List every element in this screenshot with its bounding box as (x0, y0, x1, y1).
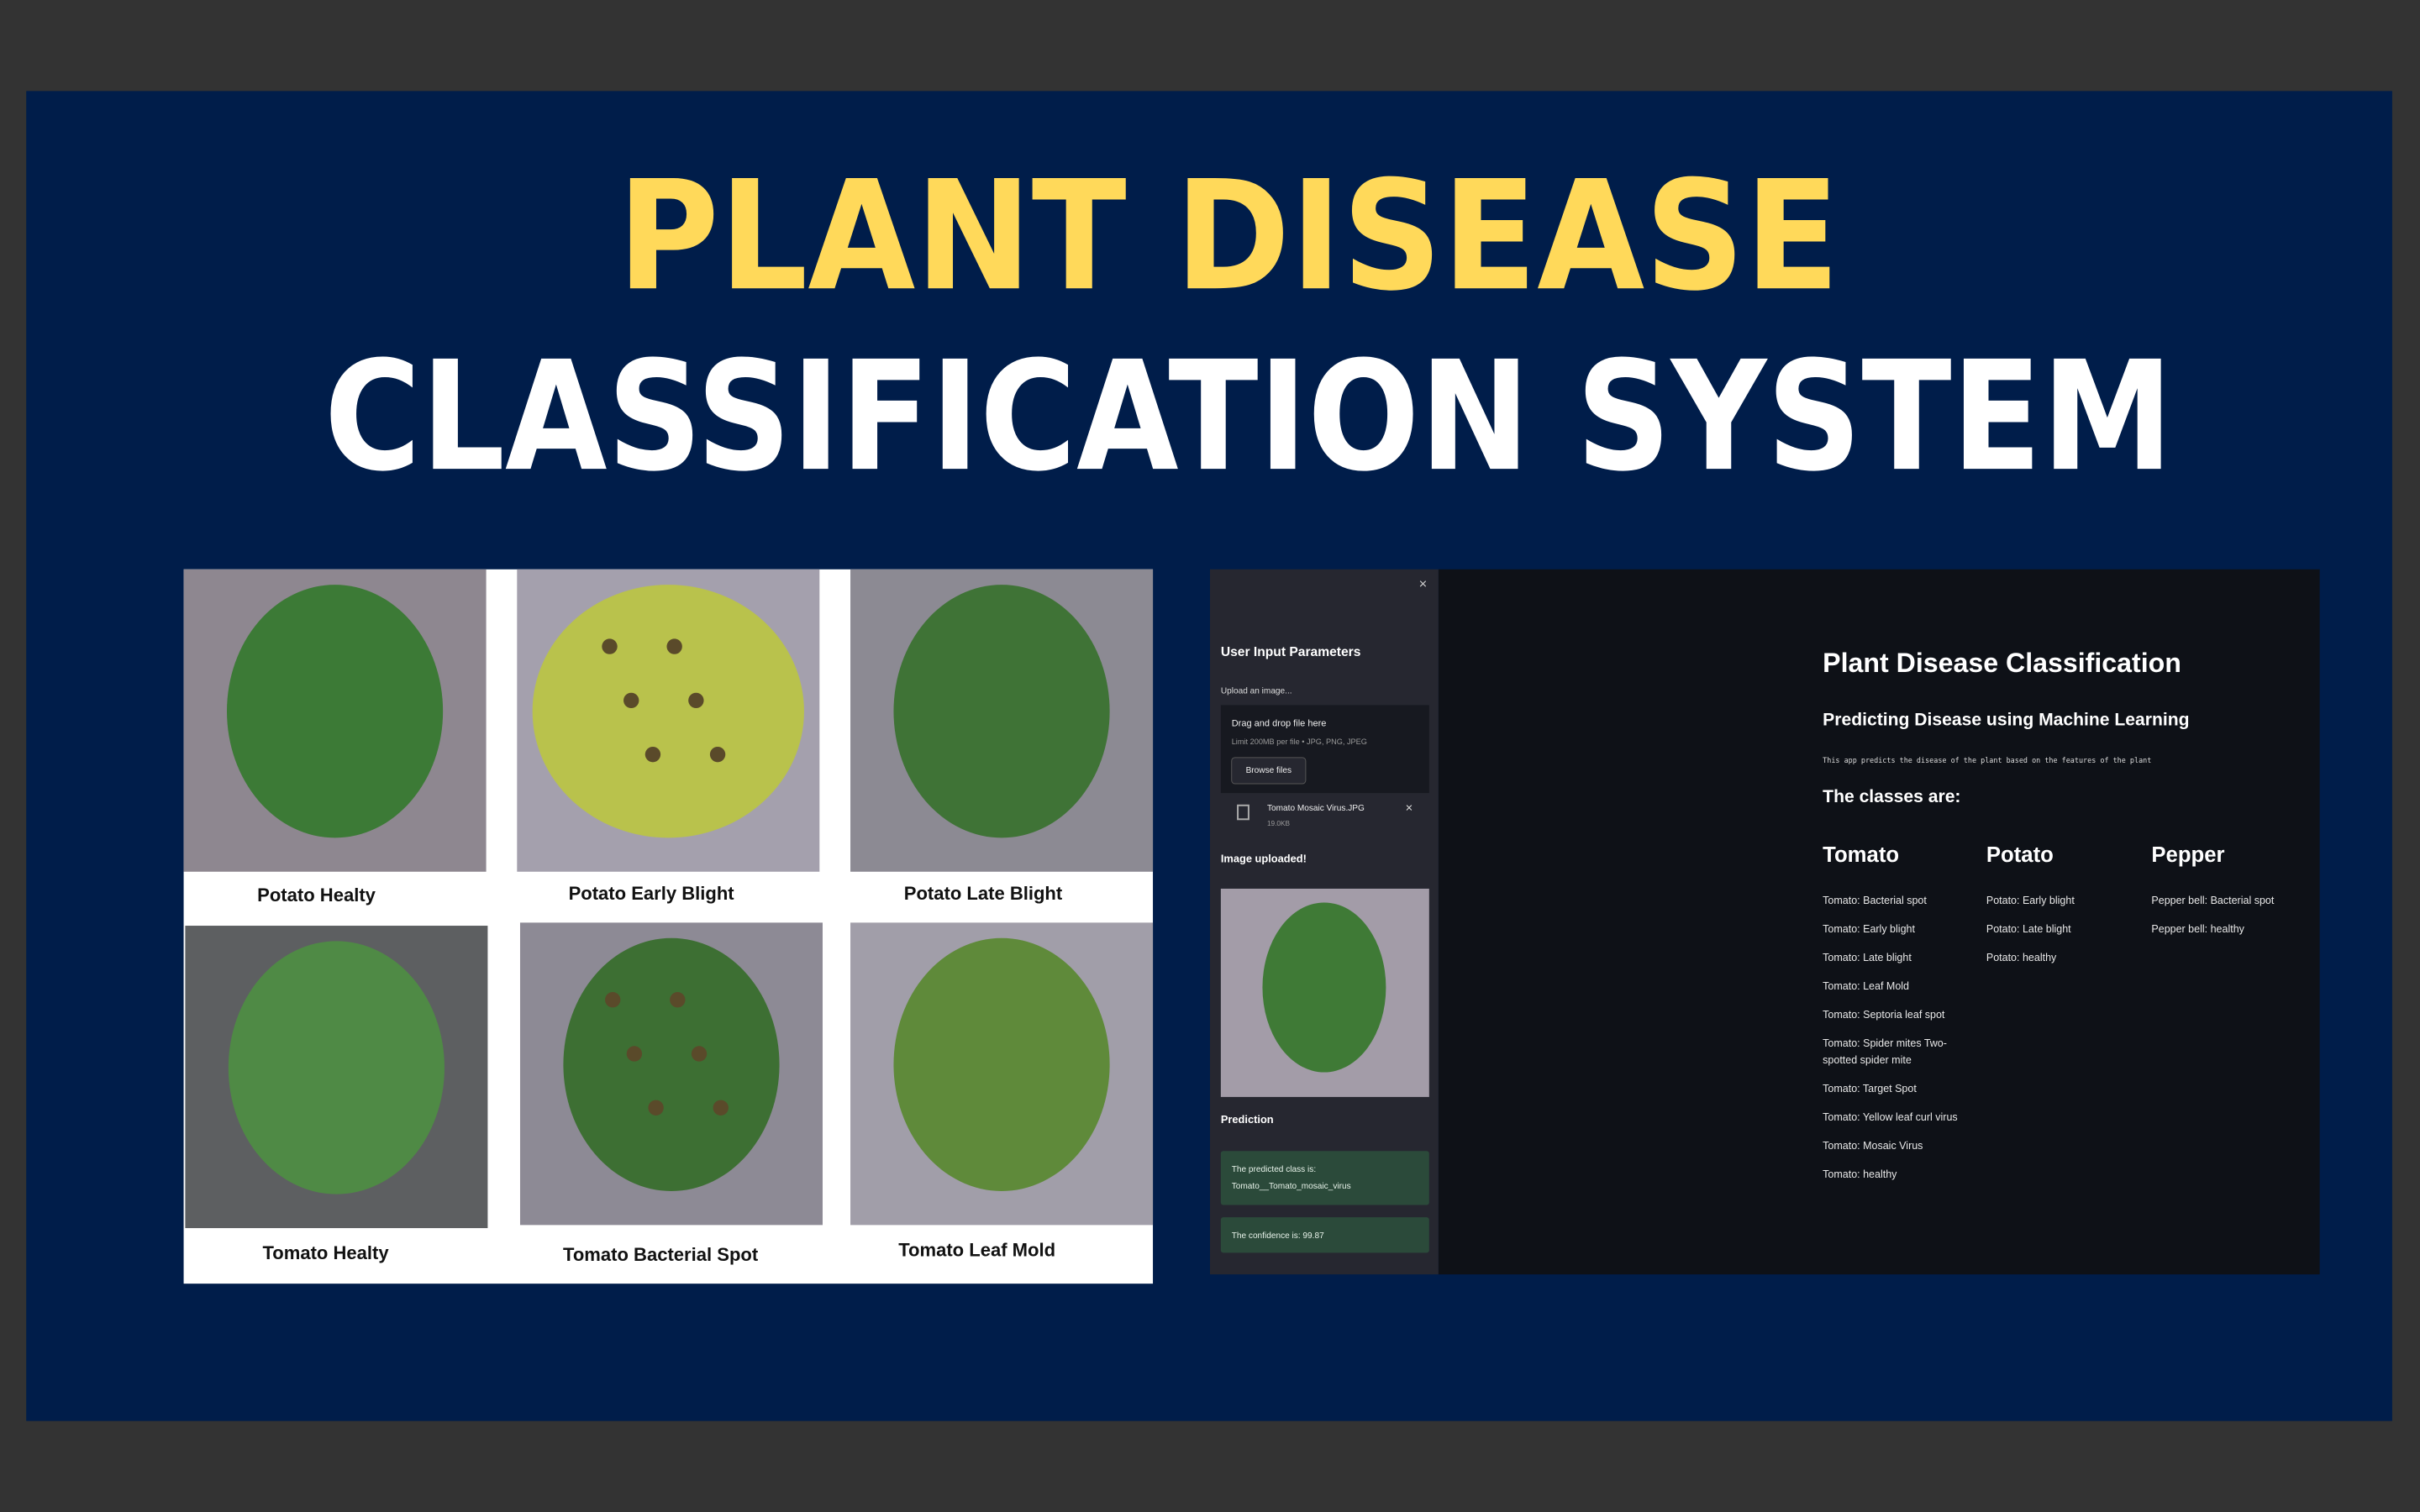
class-item: Pepper bell: healthy (2151, 922, 2244, 935)
upload-label: Upload an image... (1221, 687, 1292, 696)
sample-caption: Tomato Leaf Mold (898, 1239, 1055, 1260)
sample-caption: Tomato Healty (262, 1242, 389, 1263)
class-column: Pepper bell: Bacterial spot Pepper bell: … (2151, 892, 2306, 937)
leaf-spot (670, 992, 686, 1008)
file-remove[interactable]: × (1406, 801, 1413, 815)
uploaded-label: Image uploaded! (1221, 852, 1307, 864)
sample-caption: Potato Early Blight (569, 883, 735, 904)
column-heading: Pepper (2151, 843, 2224, 867)
class-column: Tomato: Bacterial spot Tomato: Early blig… (1823, 892, 1977, 1183)
class-item: Tomato: Mosaic Virus (1823, 1139, 1923, 1152)
leaf (893, 937, 1110, 1191)
title-line-2: CLASSIFICATION SYSTEM (324, 329, 2173, 505)
leaf-spot (666, 638, 682, 654)
predicted-class: Tomato__Tomato_mosaic_virus (1232, 1182, 1351, 1191)
leaf (227, 585, 444, 838)
column-heading: Tomato (1823, 843, 1899, 867)
class-item: Tomato: healthy (1823, 1168, 1897, 1180)
browse-label: Browse files (1246, 766, 1292, 775)
leaf (228, 941, 445, 1194)
class-item: Tomato: Spider mites Two-spotted spider … (1823, 1037, 1947, 1066)
app-subtitle: Predicting Disease using Machine Learnin… (1823, 710, 2189, 729)
class-item: Tomato: Target Spot (1823, 1082, 1917, 1095)
class-item: Tomato: Leaf Mold (1823, 979, 1910, 992)
file-icon (1237, 804, 1249, 821)
class-item: Tomato: Early blight (1823, 922, 1915, 935)
leaf-spot (605, 992, 621, 1008)
drop-limit: Limit 200MB per file • JPG, PNG, JPEG (1232, 738, 1367, 746)
class-column: Potato: Early blight Potato: Late blight P… (1986, 892, 2141, 966)
leaf-spot (713, 1100, 729, 1116)
app-title: Plant Disease Classification (1823, 648, 2181, 678)
predicted-label: The predicted class is: (1232, 1165, 1316, 1174)
prediction-box (1220, 1151, 1429, 1205)
class-item: Tomato: Yellow leaf curl virus (1823, 1110, 1958, 1123)
sample-caption: Potato Late Blight (904, 883, 1063, 904)
confidence: The confidence is: 99.87 (1232, 1231, 1324, 1241)
class-item: Potato: healthy (1986, 951, 2057, 963)
class-list: Tomato: Bacterial spot Tomato: Early blig… (1823, 892, 1977, 1183)
leaf (563, 937, 780, 1191)
class-item: Tomato: Late blight (1823, 951, 1912, 963)
leaf-spot (648, 1100, 664, 1116)
leaf (1262, 902, 1386, 1073)
file-size: 19.0KB (1267, 820, 1291, 827)
leaf (532, 585, 804, 838)
leaf-spot (691, 1046, 708, 1062)
class-item: Pepper bell: Bacterial spot (2151, 894, 2275, 906)
class-item: Potato: Late blight (1986, 922, 2071, 935)
sample-caption: Potato Healty (257, 885, 376, 906)
leaf-spot (709, 746, 726, 763)
class-item: Tomato: Septoria leaf spot (1823, 1008, 1945, 1021)
leaf-spot (626, 1046, 643, 1062)
leaf-spot (602, 638, 618, 654)
app-description: This app predicts the disease of the pla… (1823, 756, 2151, 764)
class-list: Potato: Early blight Potato: Late blight P… (1986, 892, 2141, 966)
class-list: Pepper bell: Bacterial spot Pepper bell: … (2151, 892, 2306, 937)
sidebar-heading: User Input Parameters (1221, 645, 1361, 659)
leaf-spot (644, 746, 661, 763)
title-line-1: PLANT DISEASE (618, 149, 1840, 324)
file-name: Tomato Mosaic Virus.JPG (1267, 804, 1365, 813)
leaf-spot (688, 692, 704, 709)
sample-caption: Tomato Bacterial Spot (563, 1244, 759, 1265)
browse-button[interactable] (1231, 757, 1307, 785)
class-item: Tomato: Bacterial spot (1823, 894, 1927, 906)
leaf-spot (623, 692, 639, 709)
classes-heading: The classes are: (1823, 787, 1960, 806)
prediction-label: Prediction (1221, 1113, 1274, 1126)
confidence-box (1220, 1217, 1429, 1253)
app-main (1438, 569, 2320, 1275)
class-item: Potato: Early blight (1986, 894, 2075, 906)
leaf (893, 585, 1110, 838)
column-heading: Potato (1986, 843, 2054, 867)
close-button[interactable]: × (1419, 575, 1428, 591)
drop-title: Drag and drop file here (1232, 718, 1327, 728)
